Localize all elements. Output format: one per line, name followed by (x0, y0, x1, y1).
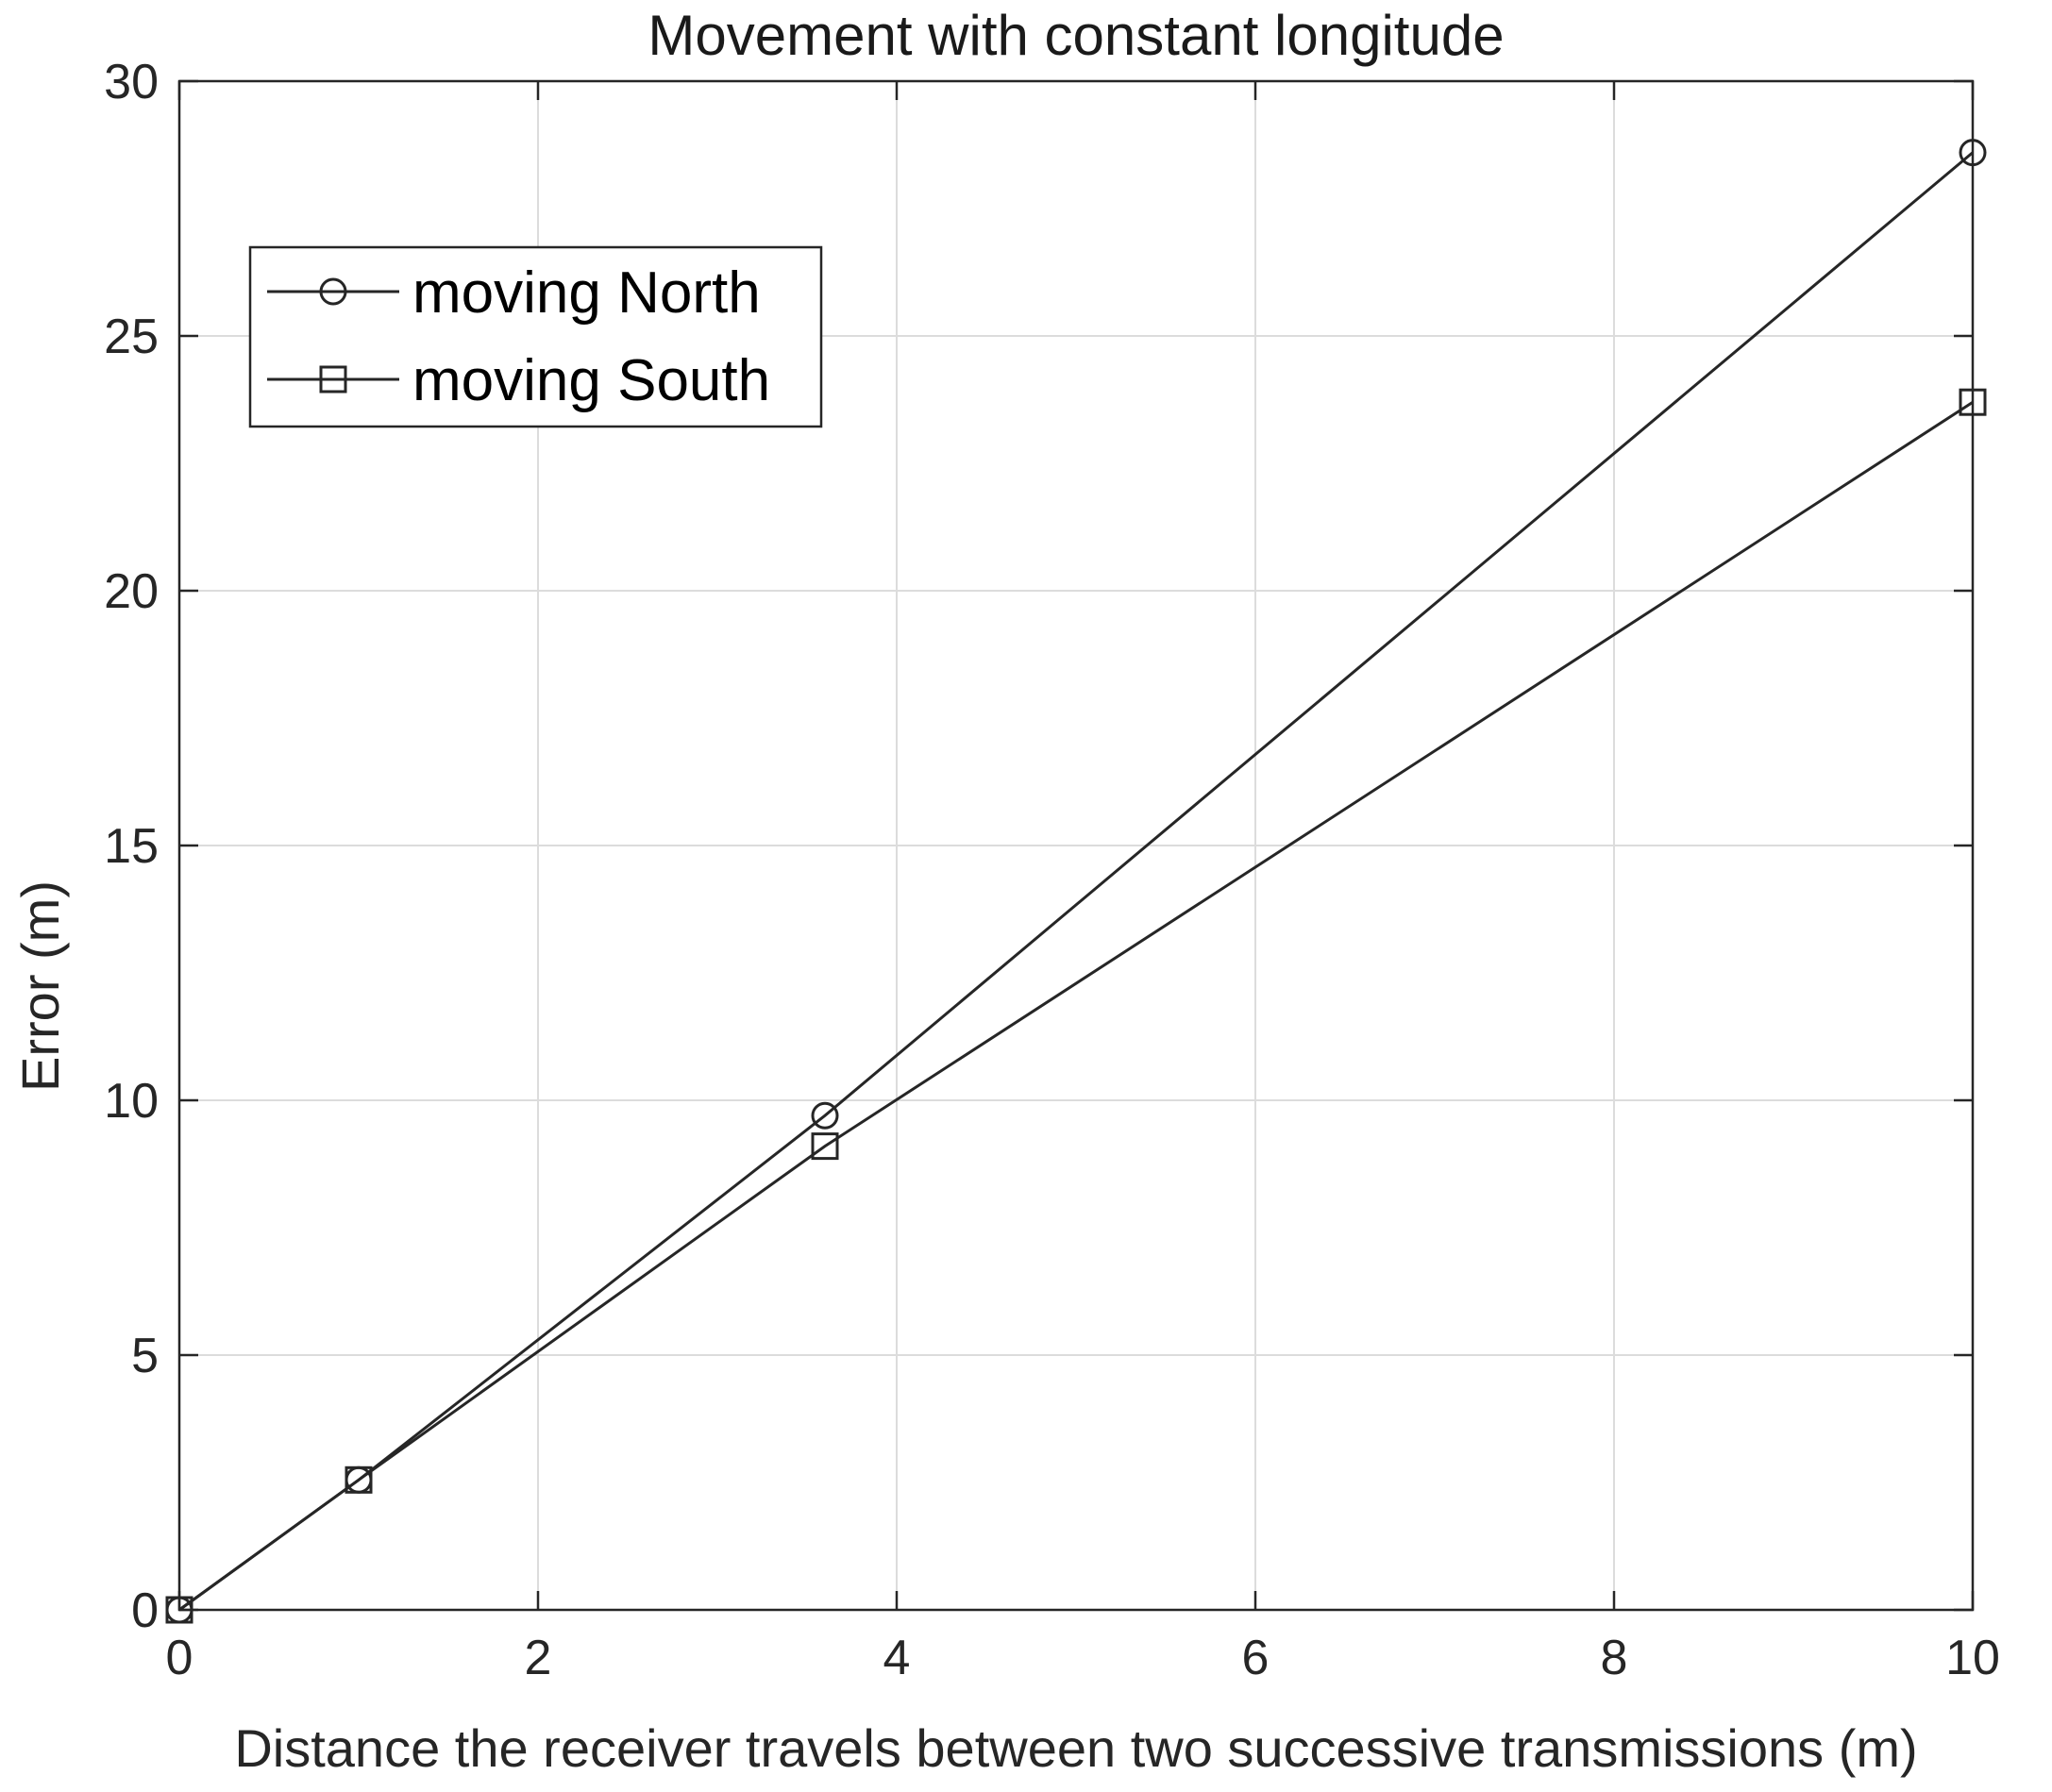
series-line-moving-south (178, 400, 1974, 1612)
y-tick-label: 0 (131, 1583, 159, 1638)
tick-labels: 0 2 4 6 8 10 0 5 10 15 20 25 30 (104, 55, 2000, 1685)
x-tick-label: 2 (525, 1631, 552, 1685)
data-point-circle (811, 1101, 839, 1130)
legend-marker-square (319, 365, 347, 394)
y-tick-label: 5 (131, 1329, 159, 1383)
grid (178, 80, 1974, 1611)
y-tick-label: 30 (104, 55, 159, 109)
y-axis-label: Error (m) (10, 880, 70, 1092)
x-tick-label: 8 (1601, 1631, 1628, 1685)
y-tick-label: 15 (104, 819, 159, 874)
legend-label: moving North (412, 260, 761, 326)
x-tick-label: 10 (1945, 1631, 2000, 1685)
legend: moving North moving South (248, 245, 823, 428)
x-tick-label: 0 (166, 1631, 193, 1685)
legend-item-moving-south: moving South (267, 348, 770, 413)
chart-title: Movement with constant longitude (648, 4, 1504, 67)
series-layer (165, 139, 1987, 1624)
y-tick-label: 25 (104, 310, 159, 364)
data-point-square (345, 1465, 373, 1494)
legend-label: moving South (412, 348, 770, 413)
legend-item-moving-north: moving North (267, 260, 761, 326)
plot-frame (177, 79, 1975, 1612)
data-point-square (811, 1132, 839, 1161)
x-tick-label: 4 (883, 1631, 911, 1685)
legend-marker-circle (319, 277, 347, 306)
y-tick-label: 20 (104, 564, 159, 619)
x-axis-label: Distance the receiver travels between tw… (234, 1718, 1917, 1778)
x-tick-label: 6 (1242, 1631, 1270, 1685)
legend-box (248, 245, 823, 428)
y-tick-label: 10 (104, 1074, 159, 1129)
